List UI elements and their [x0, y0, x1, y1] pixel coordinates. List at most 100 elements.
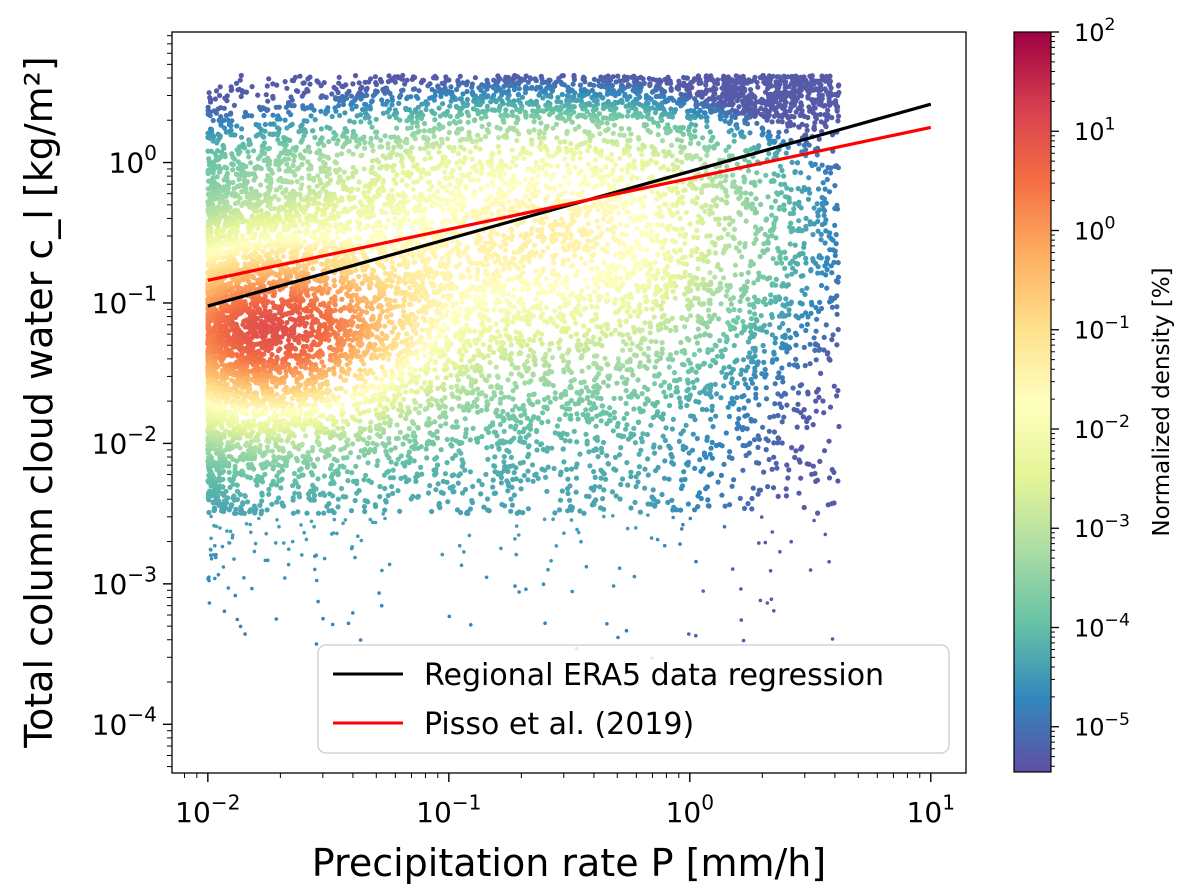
density-point: [579, 353, 585, 359]
density-point: [573, 475, 580, 481]
density-point: [517, 590, 521, 594]
density-point: [635, 394, 641, 400]
density-point: [238, 134, 245, 140]
density-point: [455, 151, 461, 157]
density-point: [344, 469, 350, 475]
density-point: [660, 299, 666, 305]
density-point: [516, 180, 522, 186]
density-point: [694, 340, 701, 346]
density-point: [644, 431, 651, 438]
density-point: [376, 346, 382, 352]
density-point: [265, 173, 271, 179]
density-point: [544, 448, 550, 454]
density-point: [815, 270, 821, 276]
density-point: [362, 395, 368, 401]
density-point: [226, 469, 232, 475]
density-point: [455, 395, 461, 401]
density-point: [488, 278, 494, 284]
density-point: [483, 471, 489, 477]
density-point: [547, 399, 553, 405]
density-point: [556, 145, 562, 151]
density-point: [586, 449, 592, 455]
density-point: [222, 609, 227, 613]
density-point: [511, 492, 517, 498]
density-point: [493, 364, 499, 370]
density-point: [668, 106, 674, 112]
density-point: [655, 537, 660, 542]
density-point: [830, 332, 836, 338]
density-point: [275, 518, 279, 522]
density-point: [650, 444, 657, 450]
density-point: [489, 152, 495, 158]
density-point: [600, 216, 606, 222]
density-point: [726, 144, 732, 150]
density-point: [659, 222, 665, 228]
density-point: [765, 601, 770, 605]
density-point: [401, 309, 407, 315]
density-point: [416, 309, 422, 315]
density-point: [401, 255, 407, 261]
density-point: [518, 106, 525, 112]
density-point: [834, 304, 840, 310]
density-point: [321, 510, 327, 516]
density-point: [793, 342, 799, 348]
density-point: [339, 93, 345, 100]
density-point: [339, 296, 345, 302]
density-point: [247, 509, 253, 515]
density-point: [535, 234, 541, 240]
density-point: [574, 268, 581, 274]
density-point: [363, 214, 369, 220]
density-point: [408, 335, 414, 341]
density-point: [685, 380, 691, 386]
density-point: [605, 326, 611, 332]
density-point: [652, 291, 658, 297]
density-point: [560, 245, 567, 251]
density-point: [312, 117, 318, 123]
density-point: [485, 353, 491, 359]
density-point: [319, 359, 325, 365]
density-point: [362, 399, 368, 405]
density-point: [754, 170, 760, 176]
density-point: [292, 490, 298, 496]
density-point: [511, 286, 518, 293]
density-point: [832, 91, 838, 98]
density-point: [447, 182, 453, 188]
density-point: [431, 133, 437, 139]
density-point: [506, 199, 512, 205]
density-point: [696, 213, 702, 219]
density-point: [404, 140, 410, 146]
density-point: [723, 293, 729, 299]
density-point: [671, 377, 678, 384]
density-point: [462, 550, 466, 554]
density-point: [625, 526, 630, 531]
density-point: [287, 268, 293, 274]
density-point: [372, 74, 378, 80]
density-point: [321, 492, 328, 498]
density-point: [382, 420, 388, 426]
density-point: [681, 362, 687, 368]
density-point: [808, 310, 814, 316]
density-point: [782, 265, 788, 271]
density-point: [694, 633, 698, 638]
density-point: [565, 490, 571, 497]
density-point: [475, 386, 481, 392]
density-point: [582, 173, 588, 179]
density-point: [713, 343, 719, 349]
density-point: [379, 377, 385, 383]
density-point: [251, 148, 257, 154]
density-point: [760, 342, 766, 349]
density-point: [786, 307, 792, 313]
density-point: [743, 218, 749, 224]
density-point: [816, 166, 822, 172]
density-point: [257, 502, 263, 508]
density-point: [836, 423, 842, 430]
density-point: [515, 91, 522, 97]
density-point: [396, 227, 402, 233]
density-point: [478, 136, 484, 143]
density-point: [450, 167, 456, 174]
density-point: [703, 202, 709, 208]
density-point: [244, 499, 251, 505]
density-point: [604, 361, 610, 367]
density-point: [684, 261, 690, 267]
density-point: [467, 149, 473, 155]
